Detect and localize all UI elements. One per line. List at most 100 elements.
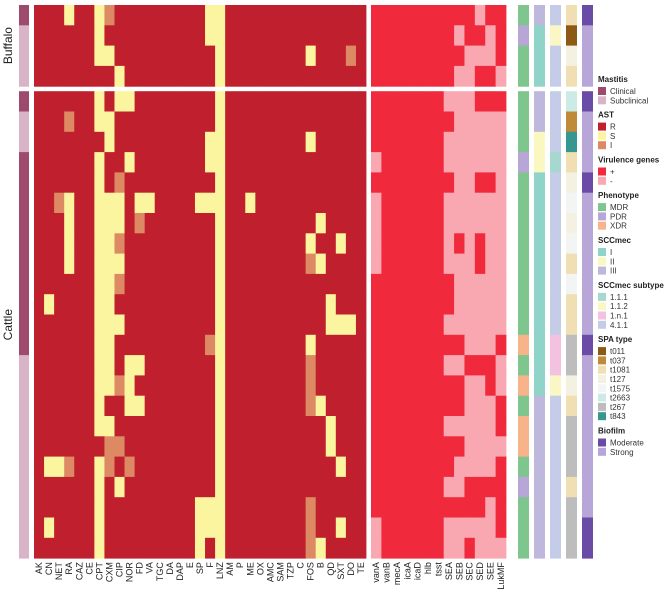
ast-cell [265,314,276,336]
virulence-cell [454,213,465,234]
ast-cell [205,416,216,437]
virulence-cell [371,456,382,478]
ast-cell [94,111,105,133]
virulence-cell [454,476,465,498]
ast-cell [114,233,125,255]
ast-cell [54,65,65,87]
ast-cell [174,45,186,67]
phenotype-cell [518,25,529,47]
ast-cell [355,131,367,153]
virulence-cell [381,192,393,214]
ast-cell [315,355,327,376]
ast-cell [54,334,65,356]
virulence-cell [433,152,445,173]
virulence-cell [433,517,445,539]
ast-cell [225,436,236,458]
ast-cell [94,416,105,437]
biofilm-cell [582,395,593,417]
phenotype-cell [518,395,529,417]
sccmec-cell [534,395,545,417]
mastitis-cell [19,497,29,518]
ast-cell [245,375,256,397]
virulence-cell [443,65,455,87]
ast-cell [355,497,367,518]
biofilm-cell [582,253,593,275]
ast-cell [34,395,45,417]
ast-cell [94,355,105,376]
virulence-cell [474,537,486,559]
ast-cell [174,25,186,47]
ast-cell [124,192,136,214]
virulence-cell [422,436,434,458]
ast-cell [355,476,367,498]
ast-cell [184,152,196,173]
ast-cell [164,233,176,255]
ast-cell [144,395,156,417]
virulence-cell [422,395,434,417]
ast-cell [164,213,176,234]
virulence-cell [485,334,497,356]
ast-cell [94,497,105,518]
ast-cell [114,45,125,67]
ast-cell [184,436,196,458]
virulence-cell [474,497,486,518]
virulence-cell [464,45,476,67]
ast-cell [295,233,307,255]
ast-cell [184,314,196,336]
ast-cell [275,294,286,315]
virulence-cell [485,172,497,194]
spa-type-cell [566,355,577,376]
ast-cell [174,152,186,173]
ast-cell [265,294,276,315]
ast-cell [305,253,317,275]
ast-cell [144,253,156,275]
ast-cell [64,65,75,87]
virulence-cell [402,395,413,417]
ast-cell [74,375,85,397]
virulence-cell [474,456,486,478]
ast-cell [315,213,327,234]
biofilm-cell [582,152,593,173]
ast-cell [104,395,115,417]
virulence-cell [464,172,476,194]
ast-cell [44,273,55,295]
virulence-cell [474,172,486,194]
ast-cell [44,395,55,417]
ast-cell [84,537,95,559]
ast-cell [245,294,256,315]
ast-cell [154,416,166,437]
virulence-cell [391,192,403,214]
ast-cell [245,91,256,112]
ast-cell [74,5,85,26]
ast-cell [124,91,136,112]
spa-type-cell [566,497,577,518]
virulence-cell [464,436,476,458]
mastitis-cell [19,355,29,376]
ast-cell [64,233,75,255]
legend-swatch [598,393,606,402]
ast-cell [44,294,55,315]
virulence-cell [371,436,382,458]
ast-cell [194,395,206,417]
virulence-cell [495,233,507,255]
ast-cell [215,436,226,458]
virulence-column-label: tsst [434,562,444,577]
ast-cell [325,192,337,214]
ast-cell [325,517,337,539]
spa-type-cell [566,65,577,87]
ast-cell [54,172,65,194]
ast-cell [355,456,367,478]
ast-cell [355,294,367,315]
ast-cell [114,253,125,275]
ast-cell [325,294,337,315]
virulence-cell [495,45,507,67]
ast-cell [94,456,105,478]
sccmec-cell [534,273,545,295]
ast-cell [265,45,276,67]
ast-cell [194,192,206,214]
virulence-cell [454,131,465,153]
virulence-cell [422,192,434,214]
ast-cell [215,152,226,173]
ast-cell [235,334,246,356]
antibiotic-column-label: SXT [336,562,346,580]
